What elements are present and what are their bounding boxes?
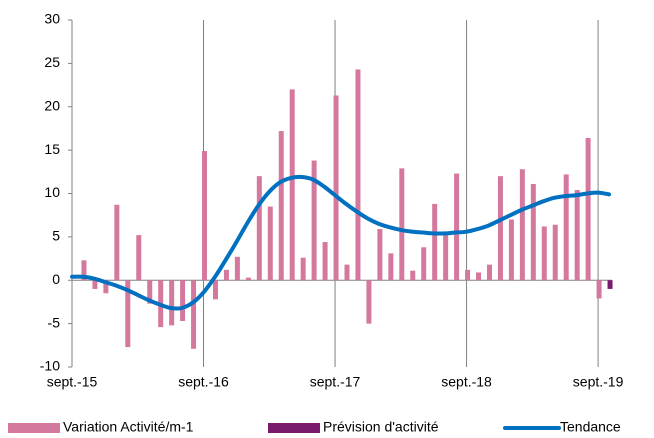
bar bbox=[114, 204, 120, 281]
bar bbox=[541, 226, 547, 281]
bar bbox=[234, 256, 240, 281]
bar bbox=[476, 272, 482, 281]
bar bbox=[355, 69, 361, 281]
bar bbox=[530, 183, 536, 281]
x-tick-label: sept.-17 bbox=[310, 374, 361, 390]
bar bbox=[212, 280, 218, 300]
bar bbox=[596, 280, 602, 299]
bar bbox=[388, 253, 394, 281]
bar bbox=[322, 242, 328, 281]
bar bbox=[300, 257, 306, 281]
bar bbox=[125, 280, 131, 348]
bar bbox=[256, 176, 262, 281]
x-tick-label: sept.-19 bbox=[573, 374, 624, 390]
bar bbox=[311, 160, 317, 281]
legend-label: Variation Activité/m-1 bbox=[63, 419, 194, 435]
bar bbox=[486, 264, 492, 281]
bar bbox=[552, 224, 558, 281]
legend-swatch bbox=[8, 423, 60, 433]
y-tick-label: 20 bbox=[44, 97, 60, 113]
bar bbox=[574, 190, 580, 281]
bar bbox=[585, 137, 591, 281]
legend-swatch bbox=[268, 423, 320, 433]
bar bbox=[278, 131, 284, 281]
bar bbox=[81, 260, 87, 281]
bar bbox=[508, 219, 514, 281]
bar bbox=[607, 280, 613, 289]
y-tick-label: 30 bbox=[44, 11, 60, 27]
y-tick-label: 25 bbox=[44, 54, 60, 70]
bar bbox=[399, 168, 405, 281]
bar bbox=[202, 150, 208, 281]
bar bbox=[223, 269, 229, 281]
bar bbox=[289, 89, 295, 281]
bar bbox=[180, 280, 186, 322]
legend-label: Prévision d'activité bbox=[323, 419, 439, 435]
bar bbox=[333, 95, 339, 281]
bar bbox=[147, 280, 153, 304]
bar bbox=[366, 280, 372, 324]
y-tick-label: -10 bbox=[40, 358, 60, 374]
y-tick-label: 0 bbox=[52, 271, 60, 287]
bar bbox=[136, 235, 142, 281]
bar bbox=[92, 280, 98, 289]
bar bbox=[191, 280, 197, 349]
bar bbox=[103, 280, 109, 294]
bar bbox=[410, 270, 416, 281]
y-tick-label: -5 bbox=[48, 314, 61, 330]
trend-line bbox=[70, 174, 612, 311]
bar bbox=[454, 173, 460, 281]
bar bbox=[377, 229, 383, 281]
bar bbox=[169, 280, 175, 326]
y-tick-label: 5 bbox=[52, 228, 60, 244]
x-tick-label: sept.-15 bbox=[47, 374, 98, 390]
bar bbox=[465, 269, 471, 281]
bar bbox=[519, 169, 525, 281]
bar bbox=[443, 232, 449, 281]
bar bbox=[267, 206, 273, 281]
bar bbox=[563, 174, 569, 281]
bar bbox=[245, 277, 251, 281]
x-tick-label: sept.-16 bbox=[178, 374, 229, 390]
bar bbox=[497, 176, 503, 281]
y-tick-label: 15 bbox=[44, 141, 60, 157]
bar bbox=[421, 247, 427, 281]
legend-label: Tendance bbox=[560, 419, 621, 435]
bar bbox=[344, 264, 350, 281]
bar bbox=[432, 203, 438, 281]
y-tick-label: 10 bbox=[44, 184, 60, 200]
x-tick-label: sept.-18 bbox=[441, 374, 492, 390]
